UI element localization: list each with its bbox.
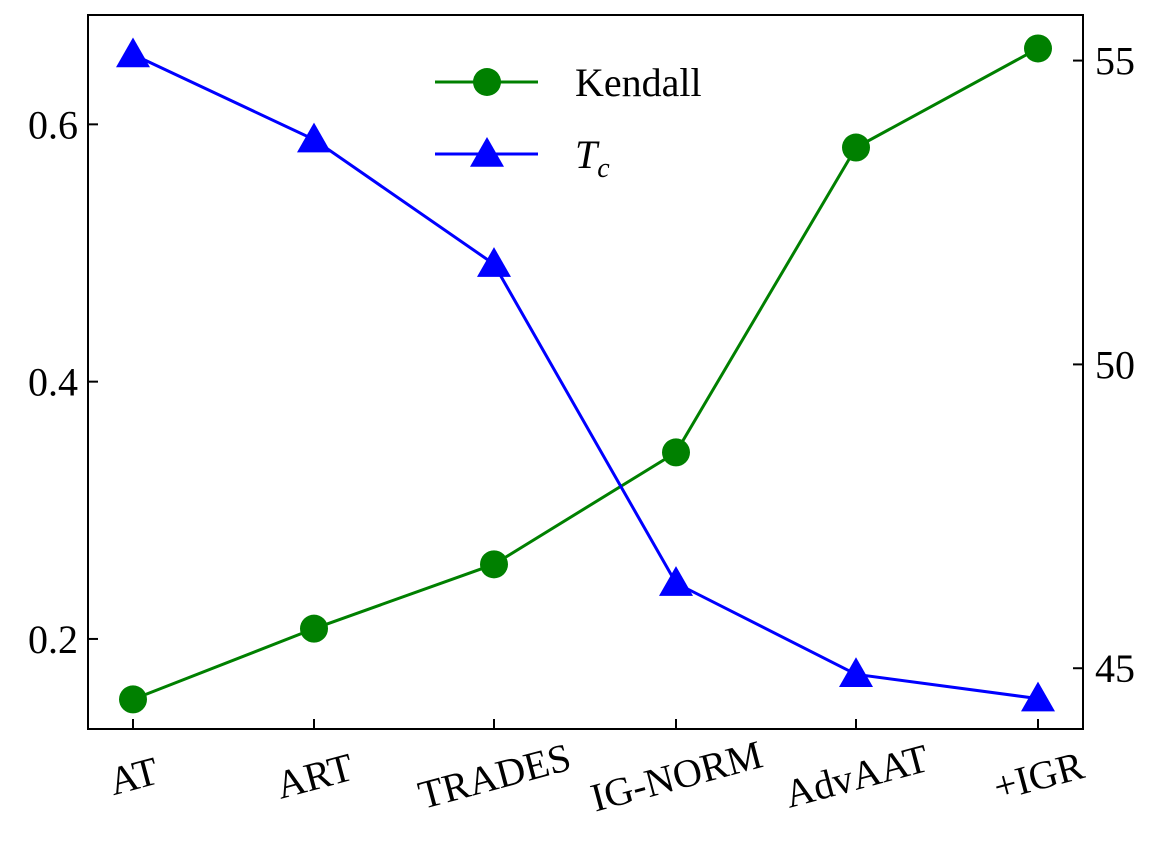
plot-frame xyxy=(87,14,1084,730)
x-tick-label: IG-NORM xyxy=(586,732,767,821)
tc-point xyxy=(116,37,150,68)
series-layer xyxy=(116,34,1055,714)
legend-label: Tc xyxy=(575,132,610,184)
right-tick-label: 55 xyxy=(1095,39,1135,84)
kendall-point xyxy=(119,685,147,714)
x-tick-label: AT xyxy=(104,748,163,804)
left-tick-label: 0.2 xyxy=(28,617,78,662)
kendall-point xyxy=(480,550,508,579)
tc-point xyxy=(297,122,331,153)
series-line-kendall xyxy=(132,47,1039,701)
left-tick-label: 0.6 xyxy=(28,102,78,147)
x-tick-label: AdvAAT xyxy=(780,735,933,816)
legend-triangle-marker xyxy=(470,137,504,167)
legend-label: Kendall xyxy=(575,60,702,105)
right-axis-ticks: 45 50 55 xyxy=(1073,39,1135,691)
tc-point xyxy=(659,566,693,596)
kendall-point xyxy=(662,438,690,467)
x-tick-label: TRADES xyxy=(414,734,576,818)
tc-point xyxy=(477,247,511,277)
kendall-point xyxy=(1024,34,1052,63)
kendall-point xyxy=(300,614,328,643)
kendall-point xyxy=(842,133,870,162)
legend-circle-marker xyxy=(473,68,501,96)
right-tick-label: 50 xyxy=(1095,342,1135,387)
tc-point xyxy=(839,657,873,688)
x-axis-ticks: AT ART TRADES IG-NORM AdvAAT +IGR xyxy=(104,719,1089,820)
right-tick-label: 45 xyxy=(1095,646,1135,691)
left-axis-ticks: 0.2 0.4 0.6 xyxy=(28,102,98,662)
series-line-t xyxy=(132,53,1039,701)
left-tick-label: 0.4 xyxy=(28,360,78,405)
tc-point xyxy=(1021,681,1055,712)
legend: Kendall Tc xyxy=(435,60,702,184)
x-tick-label: +IGR xyxy=(989,742,1089,809)
x-tick-label: ART xyxy=(271,744,358,808)
